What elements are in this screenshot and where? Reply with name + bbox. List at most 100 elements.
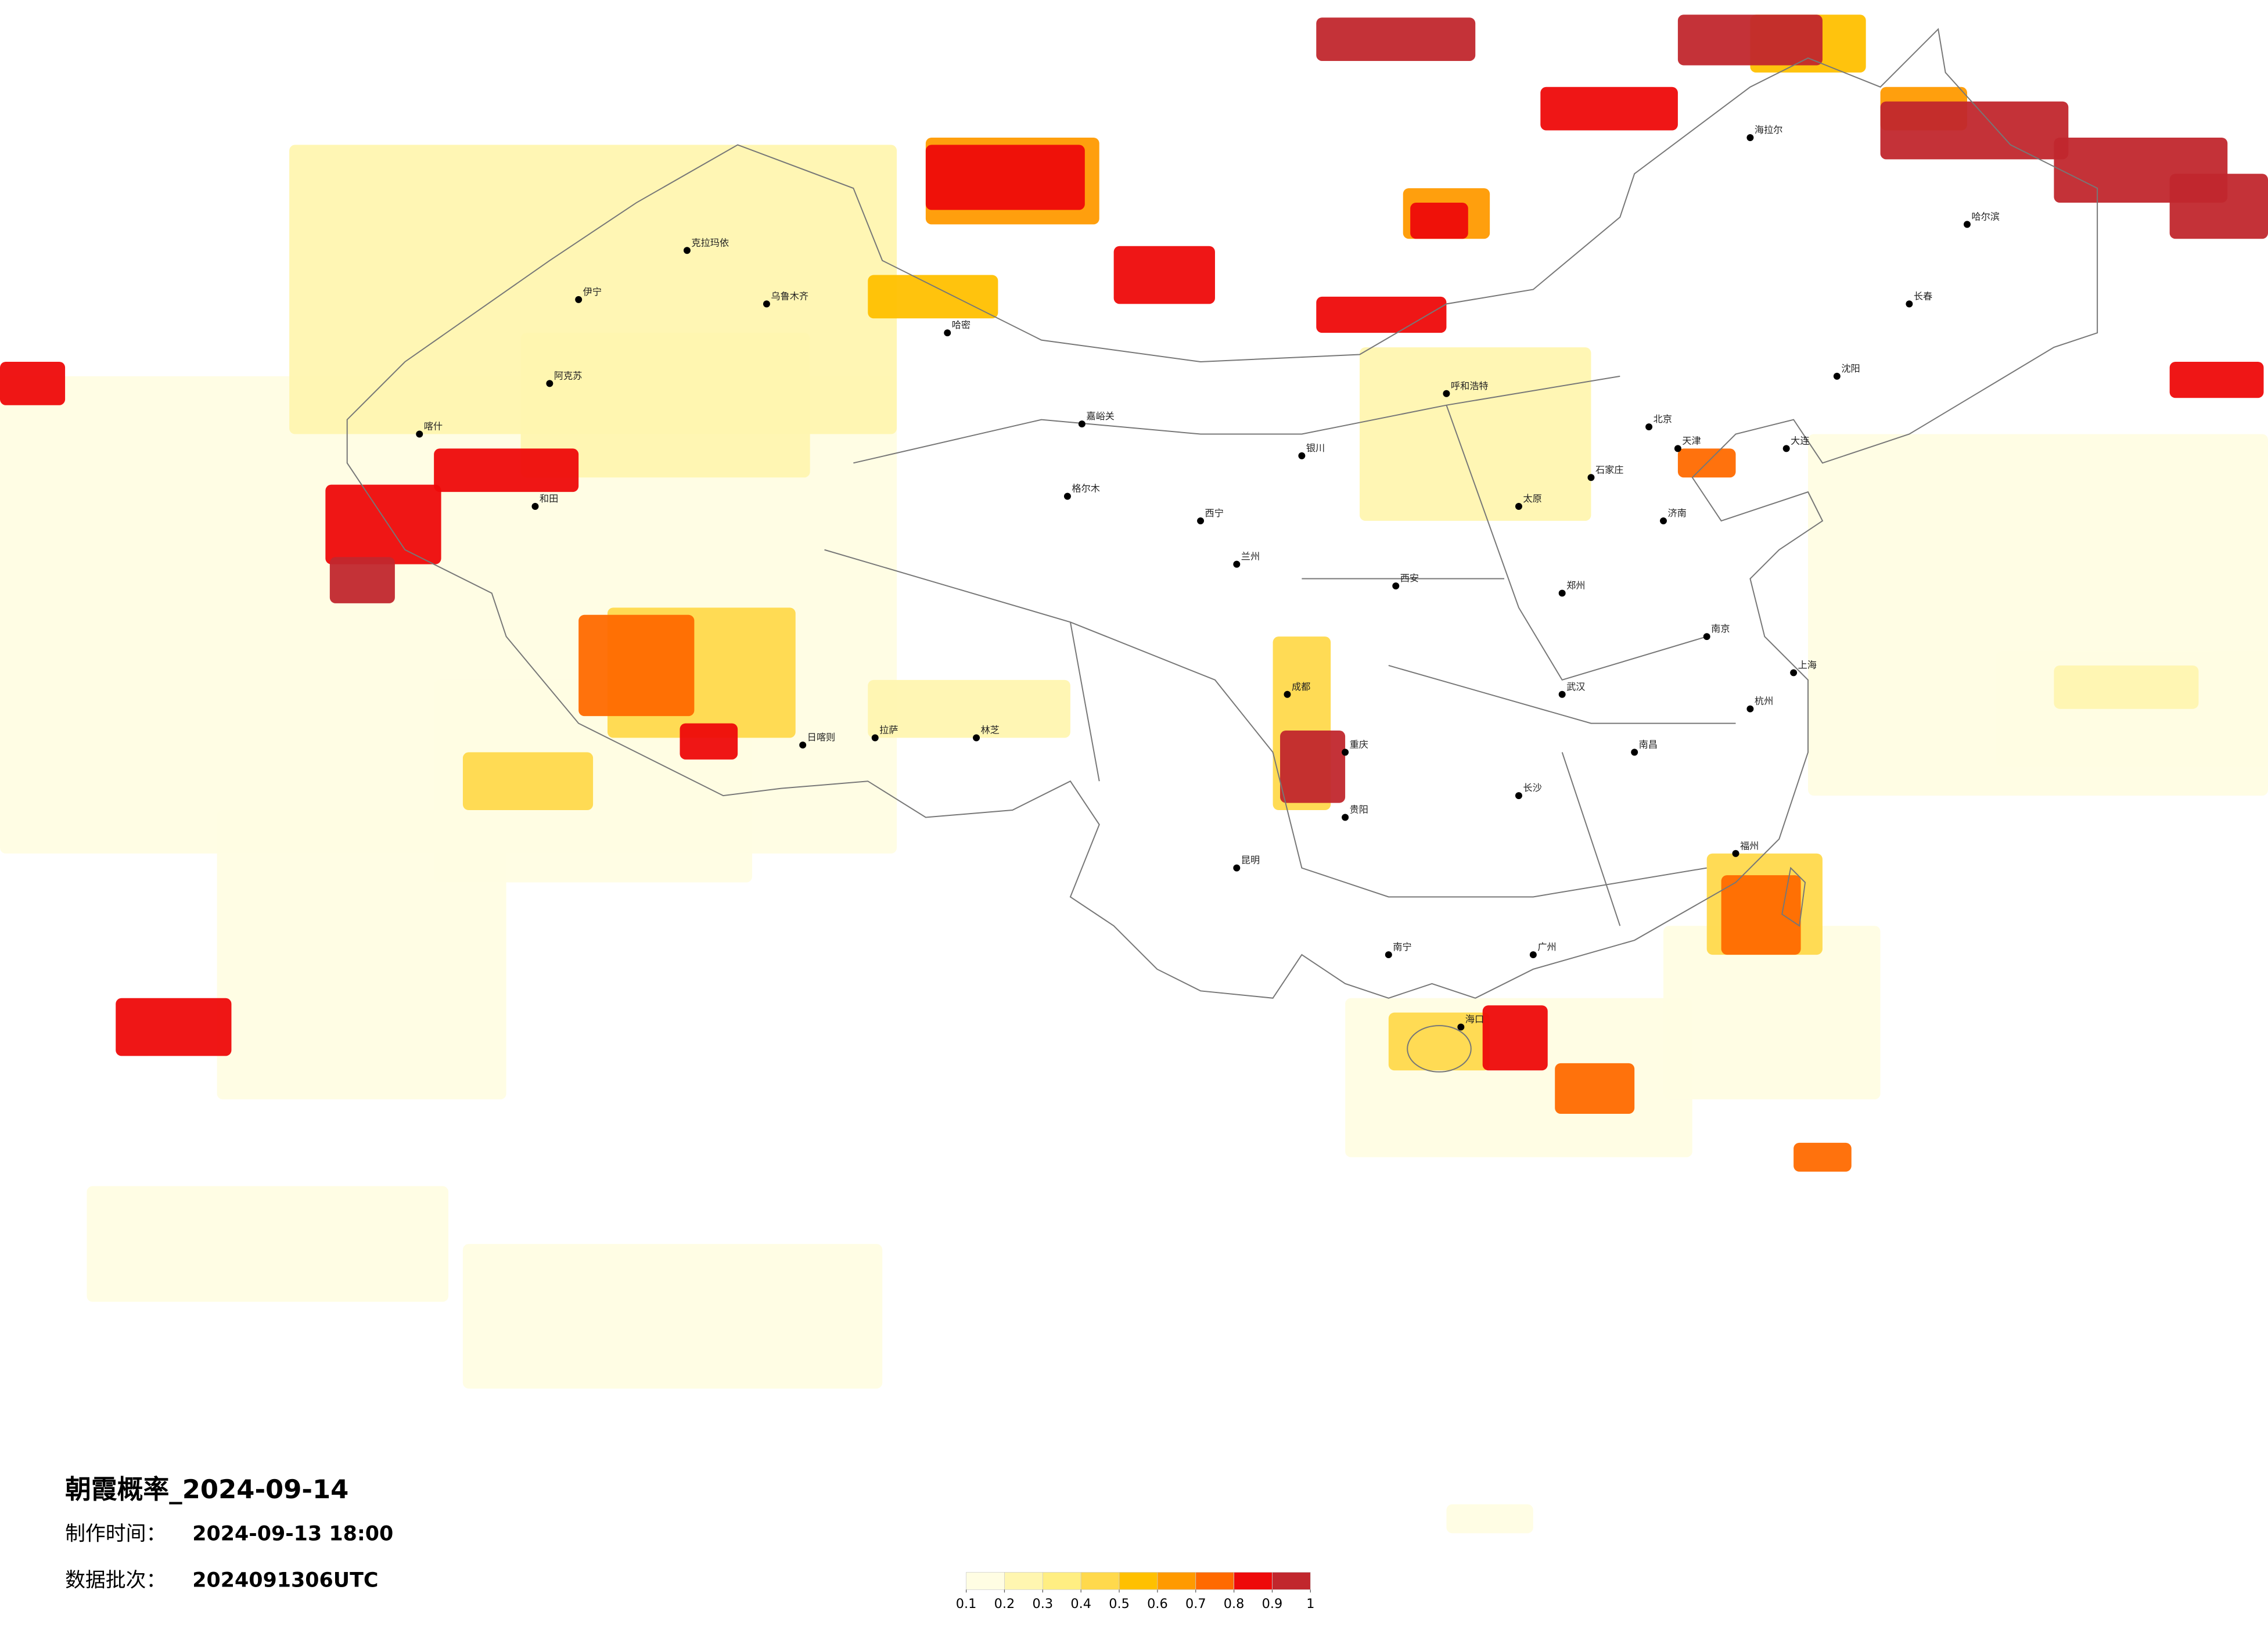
probability-area [868,275,998,319]
city-label: 和田 [540,493,558,504]
city-label: 杭州 [1755,696,1773,707]
probability-area [1410,203,1468,239]
probability-area [868,679,1070,738]
city-dot [944,329,951,337]
city-label: 乌鲁木齐 [771,290,808,301]
colorbar-segment [966,1572,1005,1590]
city-label: 嘉峪关 [1086,411,1115,422]
probability-area [520,333,810,478]
city-label: 拉萨 [879,725,898,736]
colorbar-segment [1042,1572,1081,1590]
island-outline [1781,866,1806,927]
city-dot [799,741,807,749]
city-label: 兰州 [1241,551,1260,562]
borders [346,28,2098,1073]
colorbar-tick-label: 0.5 [1109,1596,1130,1611]
colorbar-tick-label: 0.4 [1070,1596,1091,1611]
city-label: 大连 [1791,435,1809,446]
city-label: 南昌 [1639,739,1658,750]
colorbar-tick-label: 0.9 [1262,1596,1283,1611]
probability-area [925,145,1085,210]
city-dot [1703,633,1710,641]
probability-area [1446,1504,1533,1534]
city-label: 北京 [1654,413,1672,425]
city-label: 呼和浩特 [1451,380,1489,391]
city-dot [1660,517,1667,524]
probability-area [116,998,232,1056]
probability-area [1360,347,1591,521]
city-label: 石家庄 [1595,464,1624,475]
city-label: 济南 [1667,508,1686,519]
city-label: 广州 [1537,941,1556,952]
city-label: 哈密 [952,319,971,330]
city-dot [1674,445,1681,452]
city-label: 克拉玛依 [691,237,729,248]
probability-area [87,1186,449,1302]
probability-area [1663,926,1881,1100]
city-dot [1790,669,1798,677]
colorbar-tick-label: 0.7 [1185,1596,1206,1611]
city-dot [1964,221,1971,228]
probability-area [434,448,579,492]
colorbar-segment [1272,1572,1311,1590]
city-dot [1443,390,1450,397]
city-dot [1197,517,1205,524]
probability-area [2054,665,2199,709]
city-dot [1529,951,1537,959]
city-label: 伊宁 [583,286,602,297]
probability-area [2169,361,2264,398]
colorbar-segment [1157,1572,1196,1590]
city-dot [546,380,553,387]
probability-area [1721,875,1801,955]
probability-area [1555,1063,1635,1114]
probability-area [578,614,695,717]
city-dot [416,430,423,438]
city-dot [763,300,770,308]
city-label: 格尔木 [1072,483,1100,494]
meta-label: 制作时间： [65,1523,166,1546]
city-label: 南宁 [1393,941,1411,952]
city-dot [575,296,583,303]
city-label: 西宁 [1205,508,1224,519]
colorbar-tick-label: 0.8 [1224,1596,1245,1611]
city-dot [1515,792,1522,800]
city-dot [1558,589,1566,597]
probability-area [1113,246,1215,304]
city-label: 重庆 [1350,739,1368,750]
city-dot [1233,864,1241,872]
province-lines [824,375,1736,926]
city-label: 成都 [1292,681,1310,692]
colorbar-tick-label: 0.1 [956,1596,977,1611]
probability-area [325,484,441,564]
probability-area [462,752,594,811]
city-dot [1515,503,1522,510]
city-label: 天津 [1682,435,1701,446]
city-dot [1558,690,1566,698]
city-label: 沈阳 [1841,363,1860,374]
city-dot [1233,560,1241,568]
city-label: 西安 [1400,573,1419,584]
colorbar-segment [1004,1572,1043,1590]
city-dot [1587,474,1595,481]
city-dot [1342,749,1349,756]
colorbar-tick-label: 0.3 [1033,1596,1054,1611]
city-label: 长春 [1914,290,1932,301]
city-label: 林芝 [981,725,1000,736]
probability-area [1793,1142,1852,1172]
city-dot [683,247,691,254]
city-dot [1631,749,1638,756]
city-label: 贵阳 [1350,804,1368,815]
city-label: 郑州 [1566,580,1585,591]
probability-area [1677,15,1823,66]
title: 朝霞概率_2024-09-14 [65,1474,348,1505]
heat-layer [0,15,2268,1534]
probability-area [1482,1005,1548,1071]
city-dot [1342,814,1349,821]
colorbar: 0.1 0.2 0.3 0.4 0.5 0.6 0.7 0.8 0.9 1 [956,1572,1314,1611]
city-dot [1385,951,1392,959]
probability-area [680,723,738,760]
city-label: 南京 [1711,623,1730,634]
meta-value: 2024091306UTC [192,1569,378,1592]
